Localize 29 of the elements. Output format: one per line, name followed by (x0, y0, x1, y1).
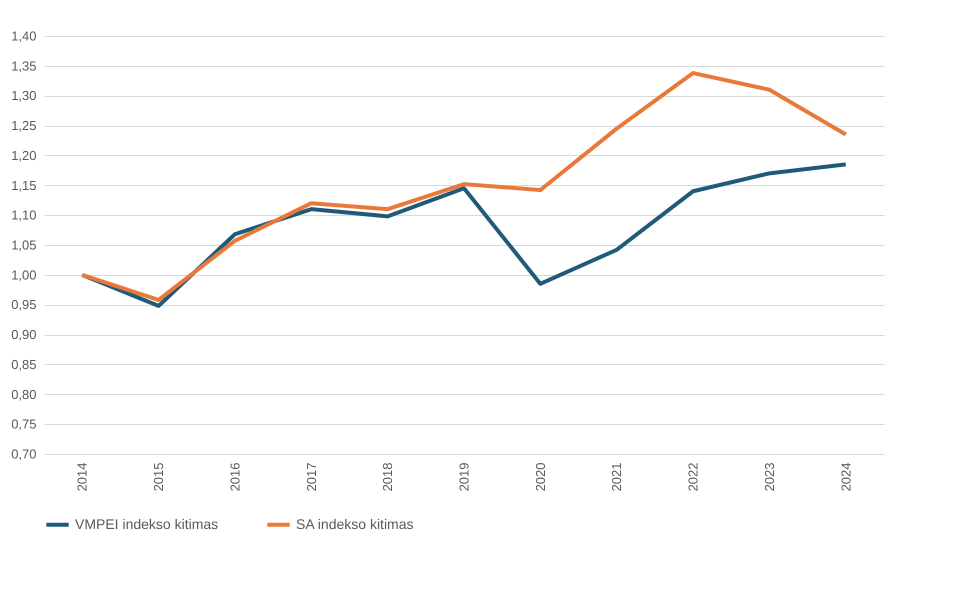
x-tick-label: 2022 (686, 462, 701, 492)
x-tick-label: 2018 (380, 462, 396, 492)
x-tick-label: 2021 (609, 462, 624, 492)
y-tick-label: 0,80 (11, 386, 36, 402)
y-tick-label: 1,25 (11, 118, 36, 134)
x-tick-label: 2016 (227, 462, 242, 492)
y-tick-label: 1,30 (11, 88, 36, 104)
x-tick-label: 2014 (74, 462, 90, 492)
y-tick-label: 0,75 (11, 416, 36, 432)
y-tick-label: 0,70 (11, 446, 36, 462)
y-tick-label: 0,95 (11, 297, 36, 312)
x-tick-label: 2017 (304, 462, 319, 492)
x-tick-label: 2024 (838, 462, 854, 492)
x-tick-label: 2019 (456, 462, 472, 492)
x-tick-label: 2023 (762, 462, 777, 492)
y-tick-label: 1,15 (11, 178, 36, 193)
y-tick-label: 1,35 (11, 58, 36, 74)
x-tick-label: 2015 (151, 462, 166, 492)
y-tick-label: 1,20 (11, 148, 36, 163)
y-tick-label: 1,10 (11, 208, 36, 223)
legend-label: VMPEI indekso kitimas (75, 516, 218, 532)
x-tick-label: 2020 (532, 462, 548, 492)
legend-label: SA indekso kitimas (296, 516, 414, 532)
line-series (80, 71, 848, 302)
y-tick-label: 1,05 (11, 238, 36, 252)
y-tick-label: 0,90 (11, 327, 36, 342)
y-tick-label: 1,40 (11, 28, 36, 44)
y-tick-label: 0,85 (11, 356, 36, 372)
y-tick-label: 1,00 (11, 267, 36, 282)
